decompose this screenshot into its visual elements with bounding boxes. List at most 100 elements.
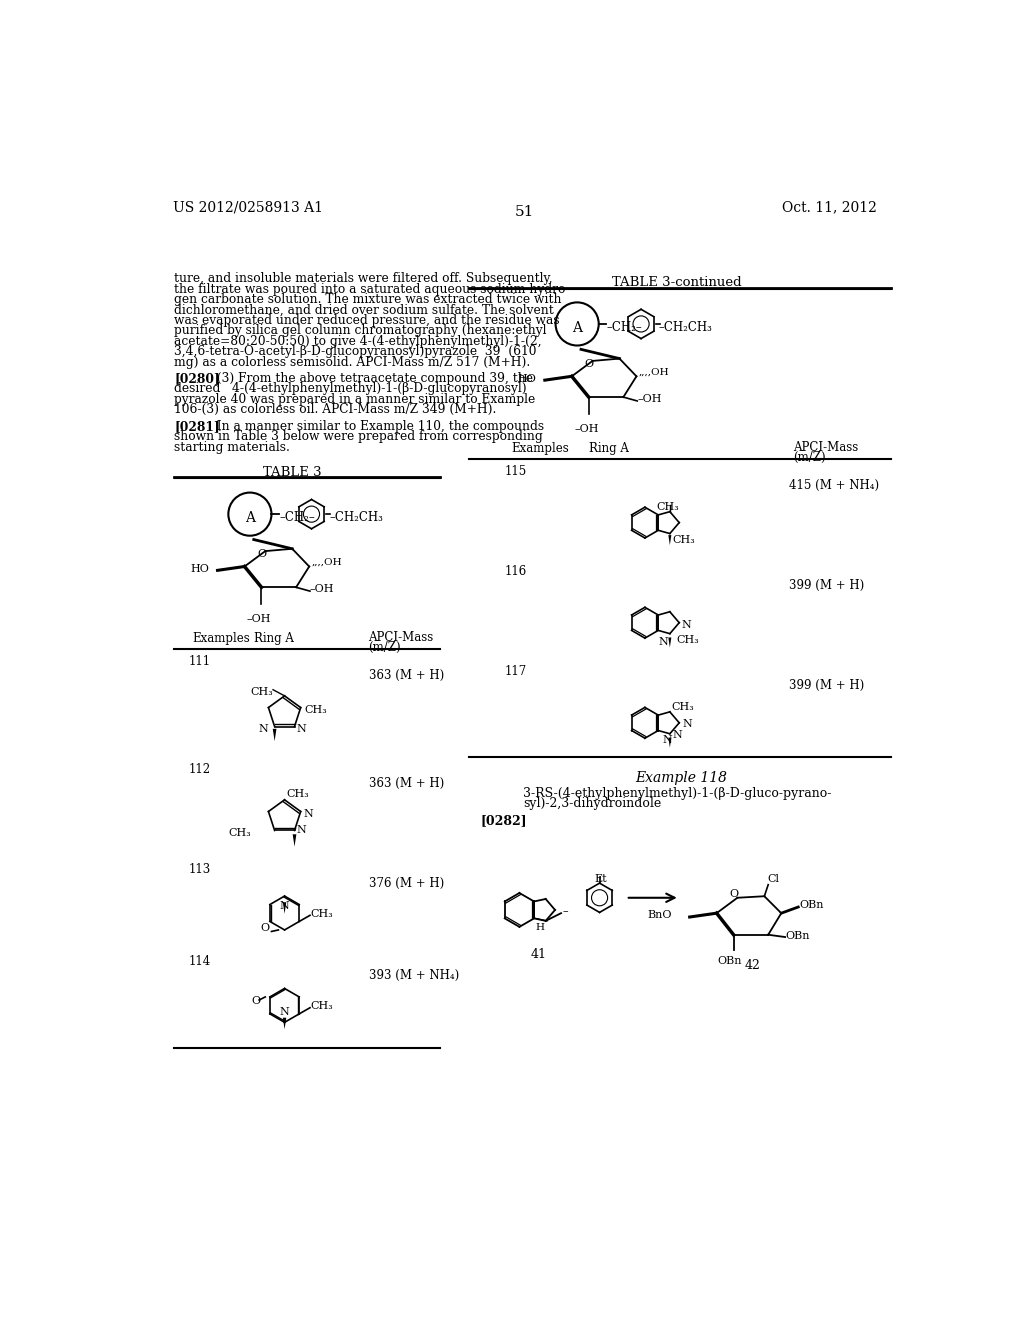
Text: desired   4-(4-ethylphenylmethyl)-1-(β-D-glucopyranosyl): desired 4-(4-ethylphenylmethyl)-1-(β-D-g… bbox=[174, 383, 527, 396]
Text: (m/Z): (m/Z) bbox=[793, 451, 825, 465]
Polygon shape bbox=[283, 903, 287, 913]
Text: OBn: OBn bbox=[718, 956, 742, 966]
Text: N: N bbox=[663, 735, 673, 746]
Text: CH₃: CH₃ bbox=[287, 789, 309, 799]
Text: TABLE 3-continued: TABLE 3-continued bbox=[612, 276, 742, 289]
Text: CH₃: CH₃ bbox=[672, 702, 694, 711]
Text: 116: 116 bbox=[505, 565, 526, 578]
Text: –OH: –OH bbox=[637, 393, 662, 404]
Text: CH₃: CH₃ bbox=[310, 908, 333, 919]
Text: N: N bbox=[259, 723, 268, 734]
Text: –OH: –OH bbox=[310, 583, 335, 594]
Text: –CH₂CH₃: –CH₂CH₃ bbox=[658, 321, 713, 334]
Text: Cl: Cl bbox=[767, 874, 779, 884]
Polygon shape bbox=[293, 834, 296, 846]
Text: 363 (M + H): 363 (M + H) bbox=[370, 669, 444, 682]
Text: the filtrate was poured into a saturated aqueous sodium hydro-: the filtrate was poured into a saturated… bbox=[174, 282, 570, 296]
Text: –CH₂–: –CH₂– bbox=[280, 511, 315, 524]
Text: TABLE 3: TABLE 3 bbox=[263, 466, 322, 479]
Text: CH₃: CH₃ bbox=[676, 635, 698, 645]
Text: pyrazole 40 was prepared in a manner similar to Example: pyrazole 40 was prepared in a manner sim… bbox=[174, 393, 536, 405]
Text: O: O bbox=[261, 923, 270, 933]
Text: CH₃: CH₃ bbox=[250, 686, 272, 697]
Text: A: A bbox=[245, 511, 255, 525]
Text: 3-RS-(4-ethylphenylmethyl)-1-(β-D-gluco-pyrano-: 3-RS-(4-ethylphenylmethyl)-1-(β-D-gluco-… bbox=[523, 787, 831, 800]
Text: N: N bbox=[658, 636, 669, 647]
Text: 399 (M + H): 399 (M + H) bbox=[788, 579, 864, 591]
Text: ture, and insoluble materials were filtered off. Subsequently,: ture, and insoluble materials were filte… bbox=[174, 272, 553, 285]
Text: 111: 111 bbox=[188, 655, 211, 668]
Text: OBn: OBn bbox=[785, 931, 810, 941]
Text: (m/Z): (m/Z) bbox=[368, 642, 400, 655]
Text: –CH₂–: –CH₂– bbox=[606, 321, 642, 334]
Text: CH₃: CH₃ bbox=[304, 705, 328, 715]
Text: 113: 113 bbox=[188, 863, 211, 876]
Text: 399 (M + H): 399 (M + H) bbox=[788, 678, 864, 692]
Text: Examples: Examples bbox=[512, 442, 569, 455]
Text: 114: 114 bbox=[188, 956, 211, 969]
Text: 415 (M + NH₄): 415 (M + NH₄) bbox=[788, 479, 879, 492]
Text: starting materials.: starting materials. bbox=[174, 441, 291, 454]
Text: was evaporated under reduced pressure, and the residue was: was evaporated under reduced pressure, a… bbox=[174, 314, 560, 327]
Polygon shape bbox=[669, 738, 672, 747]
Text: 106-(3) as colorless oil. APCI-Mass m/Z 349 (M+H).: 106-(3) as colorless oil. APCI-Mass m/Z … bbox=[174, 404, 497, 416]
Text: 112: 112 bbox=[188, 763, 211, 776]
Text: Ring A: Ring A bbox=[254, 632, 294, 645]
Text: HO: HO bbox=[518, 374, 537, 384]
Polygon shape bbox=[283, 1018, 287, 1030]
Text: O: O bbox=[252, 995, 260, 1006]
Text: N: N bbox=[280, 1007, 290, 1016]
Text: CH₃: CH₃ bbox=[310, 1001, 333, 1011]
Text: [0280]: [0280] bbox=[174, 372, 220, 385]
Text: [0281]: [0281] bbox=[174, 420, 220, 433]
Text: Example 118: Example 118 bbox=[635, 771, 727, 785]
Text: 393 (M + NH₄): 393 (M + NH₄) bbox=[370, 969, 460, 982]
Text: N: N bbox=[280, 900, 290, 911]
Text: In a manner similar to Example 110, the compounds: In a manner similar to Example 110, the … bbox=[209, 420, 544, 433]
Text: O: O bbox=[257, 549, 266, 558]
Text: N: N bbox=[297, 825, 306, 836]
Text: CH₃: CH₃ bbox=[672, 535, 695, 545]
Text: (3) From the above tetraacetate compound 39, the: (3) From the above tetraacetate compound… bbox=[209, 372, 534, 385]
Text: ,,,,OH: ,,,,OH bbox=[311, 558, 342, 568]
Text: HO: HO bbox=[190, 564, 210, 574]
Text: 115: 115 bbox=[505, 465, 526, 478]
Text: gen carbonate solution. The mixture was extracted twice with: gen carbonate solution. The mixture was … bbox=[174, 293, 562, 306]
Polygon shape bbox=[669, 638, 672, 648]
Text: Examples: Examples bbox=[193, 632, 250, 645]
Text: purified by silica gel column chromatography (hexane:ethyl: purified by silica gel column chromatogr… bbox=[174, 325, 547, 338]
Text: [0282]: [0282] bbox=[481, 813, 527, 826]
Polygon shape bbox=[272, 729, 276, 741]
Text: O: O bbox=[584, 359, 593, 368]
Text: syl)-2,3-dihydroindole: syl)-2,3-dihydroindole bbox=[523, 797, 662, 810]
Text: N: N bbox=[682, 719, 692, 730]
Text: mg) as a colorless semisolid. APCI-Mass m/Z 517 (M+H).: mg) as a colorless semisolid. APCI-Mass … bbox=[174, 355, 530, 368]
Text: acetate=80:20-50:50) to give 4-(4-ethylphenylmethyl)-1-(2,: acetate=80:20-50:50) to give 4-(4-ethylp… bbox=[174, 335, 542, 347]
Text: BnO: BnO bbox=[647, 911, 672, 920]
Text: CH₃: CH₃ bbox=[228, 828, 252, 838]
Text: ,,,,OH: ,,,,OH bbox=[639, 368, 670, 378]
Text: H: H bbox=[535, 923, 544, 932]
Text: OBn: OBn bbox=[799, 900, 823, 911]
Text: Ring A: Ring A bbox=[589, 442, 629, 455]
Text: –: – bbox=[562, 907, 568, 916]
Text: Oct. 11, 2012: Oct. 11, 2012 bbox=[781, 201, 877, 215]
Text: 117: 117 bbox=[505, 665, 526, 678]
Text: APCI-Mass: APCI-Mass bbox=[793, 441, 858, 454]
Text: shown in Table 3 below were prepared from corresponding: shown in Table 3 below were prepared fro… bbox=[174, 430, 543, 444]
Text: N: N bbox=[682, 620, 691, 630]
Text: 41: 41 bbox=[530, 949, 547, 961]
Text: –CH₂CH₃: –CH₂CH₃ bbox=[330, 511, 383, 524]
Text: 51: 51 bbox=[515, 205, 535, 219]
Polygon shape bbox=[669, 535, 672, 545]
Text: A: A bbox=[572, 321, 583, 335]
Text: N: N bbox=[296, 723, 306, 734]
Text: 3,4,6-tetra-O-acetyl-β-D-glucopyranosyl)pyrazole  39  (610: 3,4,6-tetra-O-acetyl-β-D-glucopyranosyl)… bbox=[174, 345, 537, 358]
Text: dichloromethane, and dried over sodium sulfate. The solvent: dichloromethane, and dried over sodium s… bbox=[174, 304, 554, 317]
Text: CH₃: CH₃ bbox=[656, 502, 679, 512]
Text: O: O bbox=[729, 888, 738, 899]
Text: Et: Et bbox=[595, 874, 607, 884]
Text: –OH: –OH bbox=[247, 614, 271, 624]
Text: –OH: –OH bbox=[574, 424, 599, 434]
Text: US 2012/0258913 A1: US 2012/0258913 A1 bbox=[173, 201, 323, 215]
